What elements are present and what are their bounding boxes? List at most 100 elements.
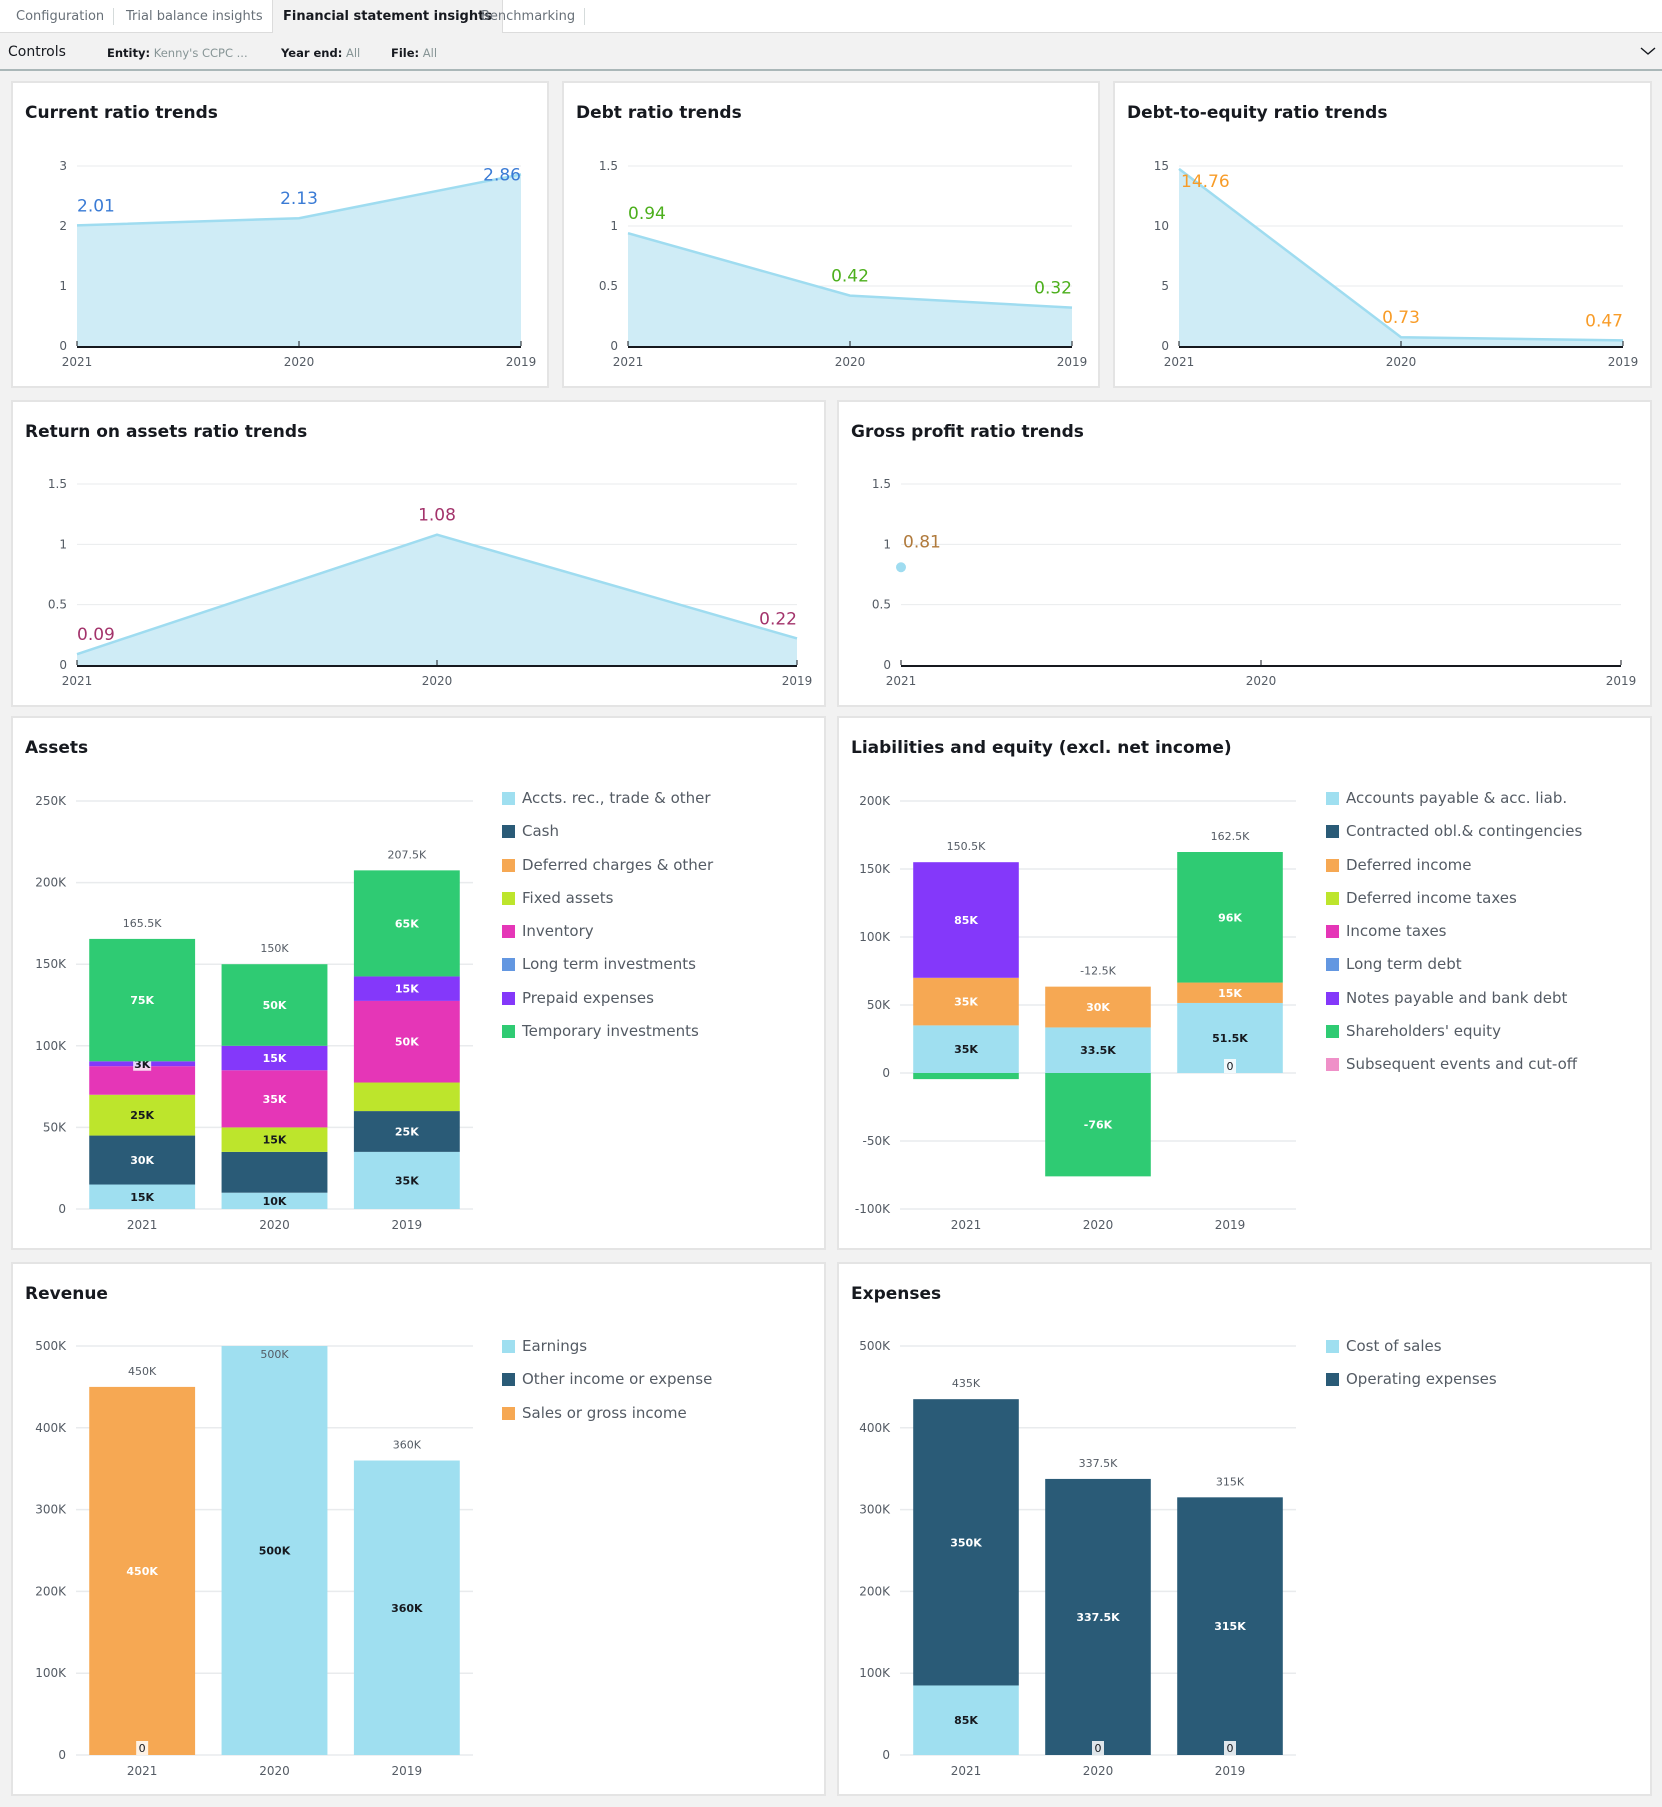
file-filter[interactable]: File: All	[391, 46, 437, 60]
series-line	[76, 533, 798, 656]
legend-item[interactable]: Deferred income taxes	[1326, 889, 1582, 922]
data-label: 0.94	[628, 204, 666, 224]
zero-label-bg	[136, 1741, 149, 1755]
legend-label: Temporary investments	[522, 1022, 699, 1041]
legend-label: Contracted obl.& contingencies	[1346, 822, 1583, 841]
revenue-panel: Revenue 0 100K 200K 300K 400K 500K 450K 0 450K 20…	[11, 1262, 826, 1796]
data-label: 85K	[954, 1714, 978, 1727]
legend-label: Accounts payable & acc. liab.	[1346, 789, 1568, 807]
legend-label: Subsequent events and cut-off	[1346, 1055, 1578, 1074]
data-label: 25K	[395, 1125, 419, 1138]
y-tick-label: 500K	[35, 1339, 67, 1353]
y-tick-label: 0	[59, 658, 67, 672]
entity-filter-label: Entity:	[107, 46, 151, 60]
entity-filter[interactable]: Entity: Kenny's CCPC ...	[107, 46, 248, 60]
legend-item[interactable]: Cost of sales	[1326, 1337, 1497, 1370]
x-tick-label: 2020	[835, 355, 866, 369]
chart-legend: Cost of sales Operating expenses	[1326, 1337, 1497, 1404]
legend-item[interactable]: Temporary investments	[502, 1022, 713, 1055]
file-filter-label: File:	[391, 46, 420, 60]
x-tick-label: 2020	[259, 1218, 290, 1232]
bar-segment	[221, 1346, 328, 1755]
legend-label: Notes payable and bank debt	[1346, 988, 1568, 1007]
legend-label: Deferred charges & other	[522, 855, 714, 874]
legend-item[interactable]: Notes payable and bank debt	[1326, 989, 1582, 1022]
bar-total-label: -12.5K	[1080, 965, 1116, 978]
bar-segment	[1045, 1073, 1151, 1177]
legend-item[interactable]: Cash	[502, 822, 713, 855]
x-tick-label: 2019	[392, 1764, 423, 1778]
legend-item[interactable]: Prepaid expenses	[502, 989, 713, 1022]
bar-total-label: 435K	[952, 1377, 981, 1390]
tab-trial-balance-insights[interactable]: Trial balance insights	[116, 0, 273, 33]
legend-swatch	[1326, 858, 1339, 872]
bar-segment	[1177, 982, 1283, 1003]
legend-item[interactable]: Subsequent events and cut-off	[1326, 1055, 1582, 1088]
x-tick-label: 2020	[1083, 1764, 1114, 1778]
y-tick-label: 15	[1154, 159, 1169, 173]
zero-label: 0	[139, 1742, 146, 1755]
data-point	[896, 562, 906, 573]
y-tick-label: 0	[882, 1066, 890, 1080]
legend-item[interactable]: Income taxes	[1326, 922, 1582, 955]
y-tick-label: 300K	[35, 1503, 67, 1517]
legend-item[interactable]: Sales or gross income	[502, 1404, 712, 1437]
legend-label: Deferred income taxes	[1346, 888, 1517, 907]
legend-swatch	[1326, 792, 1339, 805]
panel-title: Current ratio trends	[25, 103, 218, 123]
bar-segment	[1045, 986, 1151, 1028]
data-label: 51.5K	[1212, 1032, 1248, 1045]
data-label: 15K	[263, 1134, 287, 1147]
legend-item[interactable]: Accts. rec., trade & other	[502, 789, 713, 822]
bar-segment	[221, 964, 328, 1046]
chart-expenses: 0 100K 200K 300K 400K 500K 85K 350K 435K 2021 337.…	[859, 1339, 1296, 1778]
legend-item[interactable]: Operating expenses	[1326, 1370, 1497, 1403]
bar-segment	[913, 977, 1019, 1026]
tab-benchmarking[interactable]: Benchmarking	[471, 0, 586, 33]
liabilities-equity-panel: Liabilities and equity (excl. net income…	[837, 716, 1652, 1250]
panel-title: Debt ratio trends	[576, 103, 742, 123]
legend-item[interactable]: Contracted obl.& contingencies	[1326, 822, 1582, 855]
legend-item[interactable]: Long term debt	[1326, 955, 1582, 988]
chart-assets: 050K100K150K200K250K15K30K25K3K75K165.5K…	[35, 794, 473, 1232]
legend-label: Fixed assets	[522, 888, 614, 907]
zero-label: 0	[1095, 1742, 1102, 1755]
legend-item[interactable]: Deferred charges & other	[502, 856, 713, 889]
y-tick-label: 0	[610, 339, 618, 353]
legend-item[interactable]: Long term investments	[502, 955, 713, 988]
bar-total-label: 162.5K	[1211, 830, 1250, 843]
y-tick-label: 200K	[35, 1584, 67, 1598]
legend-swatch	[502, 958, 515, 972]
data-label: 500K	[259, 1545, 291, 1558]
bar-total-label: 207.5K	[387, 848, 426, 861]
legend-item[interactable]: Inventory	[502, 922, 713, 955]
legend-label: Shareholders' equity	[1346, 1022, 1501, 1041]
data-label: 35K	[954, 996, 978, 1009]
legend-item[interactable]: Deferred income	[1326, 856, 1582, 889]
panel-title: Liabilities and equity (excl. net income…	[851, 738, 1232, 758]
legend-swatch	[1326, 891, 1339, 905]
legend-item[interactable]: Fixed assets	[502, 889, 713, 922]
legend-item[interactable]: Shareholders' equity	[1326, 1022, 1582, 1055]
year-end-filter[interactable]: Year end: All	[281, 46, 360, 60]
x-tick-label: 2019	[1057, 355, 1088, 369]
panel-title: Gross profit ratio trends	[851, 422, 1084, 442]
legend-swatch	[1326, 1373, 1339, 1387]
tab-configuration[interactable]: Configuration	[6, 0, 115, 33]
legend-swatch	[502, 1373, 515, 1387]
x-tick-label: 2019	[782, 674, 813, 688]
bar-segment	[89, 1066, 196, 1095]
bar-segment	[353, 1000, 460, 1083]
tab-financial-statement-insights[interactable]: Financial statement insights	[272, 0, 504, 34]
chart-legend: Accounts payable & acc. liab. Contracted …	[1326, 789, 1582, 1089]
legend-item[interactable]: Other income or expense	[502, 1370, 712, 1403]
data-label: 360K	[391, 1602, 423, 1615]
legend-label: Long term investments	[522, 955, 696, 974]
bar-segment	[1177, 1497, 1283, 1755]
bar-segment	[89, 1386, 196, 1755]
chevron-down-icon[interactable]	[1638, 41, 1658, 61]
data-label: -76K	[1084, 1119, 1113, 1132]
legend-item[interactable]: Earnings	[502, 1337, 712, 1370]
bar-total-label: 337.5K	[1079, 1457, 1118, 1470]
legend-item[interactable]: Accounts payable & acc. liab.	[1326, 789, 1582, 822]
